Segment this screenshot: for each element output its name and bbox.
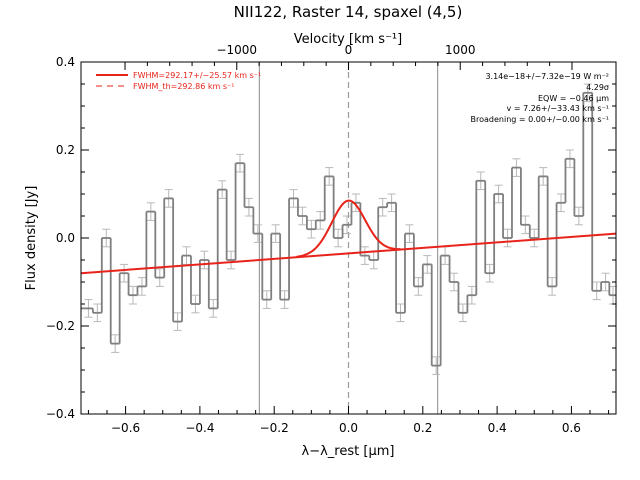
top-tick-label: 1000 (445, 43, 476, 57)
top-tick-label: 0 (345, 43, 353, 57)
annotation-significance: 4.29σ (586, 83, 609, 92)
legend: FWHM=292.17+/−25.57 km s⁻¹ FWHM_th=292.8… (96, 71, 261, 91)
marker-lines-layer (258, 62, 439, 414)
top-axis-label: Velocity [km s⁻¹] (294, 32, 402, 47)
x-tick-label: −0.4 (185, 421, 214, 435)
x-tick-label: −0.2 (260, 421, 289, 435)
legend-entry-fwhm: FWHM=292.17+/−25.57 km s⁻¹ (133, 71, 261, 80)
legend-entry-fwhm-th: FWHM_th=292.86 km s⁻¹ (133, 82, 234, 91)
x-tick-label: 0.4 (488, 421, 507, 435)
x-tick-label: 0.2 (413, 421, 432, 435)
annotation-eqw: EQW = −0.46 μm (538, 94, 609, 103)
fit-annotations: 3.14e−18+/−7.32e−19 W m⁻² 4.29σ EQW = −0… (471, 72, 610, 124)
annotation-broadening: Broadening = 0.00+/−0.00 km s⁻¹ (471, 115, 609, 124)
x-tick-label: 0.0 (339, 421, 358, 435)
continuum-under-line (296, 249, 401, 258)
top-tick-label: −1000 (216, 43, 257, 57)
x-tick-label: −0.6 (111, 421, 140, 435)
fit-layer (80, 199, 617, 275)
y-tick-label: 0.0 (56, 231, 75, 245)
annotation-line-flux: 3.14e−18+/−7.32e−19 W m⁻² (485, 72, 609, 81)
y-axis-label: Flux density [Jy] (24, 186, 39, 291)
y-tick-label: 0.2 (56, 143, 75, 157)
annotation-velocity: v = 7.26+/−33.43 km s⁻¹ (507, 104, 609, 113)
chart-title: NII122, Raster 14, spaxel (4,5) (234, 3, 463, 21)
y-tick-label: −0.4 (46, 407, 75, 421)
x-axis-label: λ−λ_rest [μm] (302, 444, 395, 459)
axis-ticks-layer (81, 61, 616, 415)
gaussian-fit-curve (296, 199, 401, 258)
y-tick-label: −0.2 (46, 319, 75, 333)
y-tick-label: 0.4 (56, 55, 75, 69)
x-tick-label: 0.6 (562, 421, 581, 435)
axis-labels-layer: −0.6 −0.4 −0.2 0.0 0.2 0.4 0.6 −1000 0 1000 −0.4 −0… (46, 43, 581, 435)
